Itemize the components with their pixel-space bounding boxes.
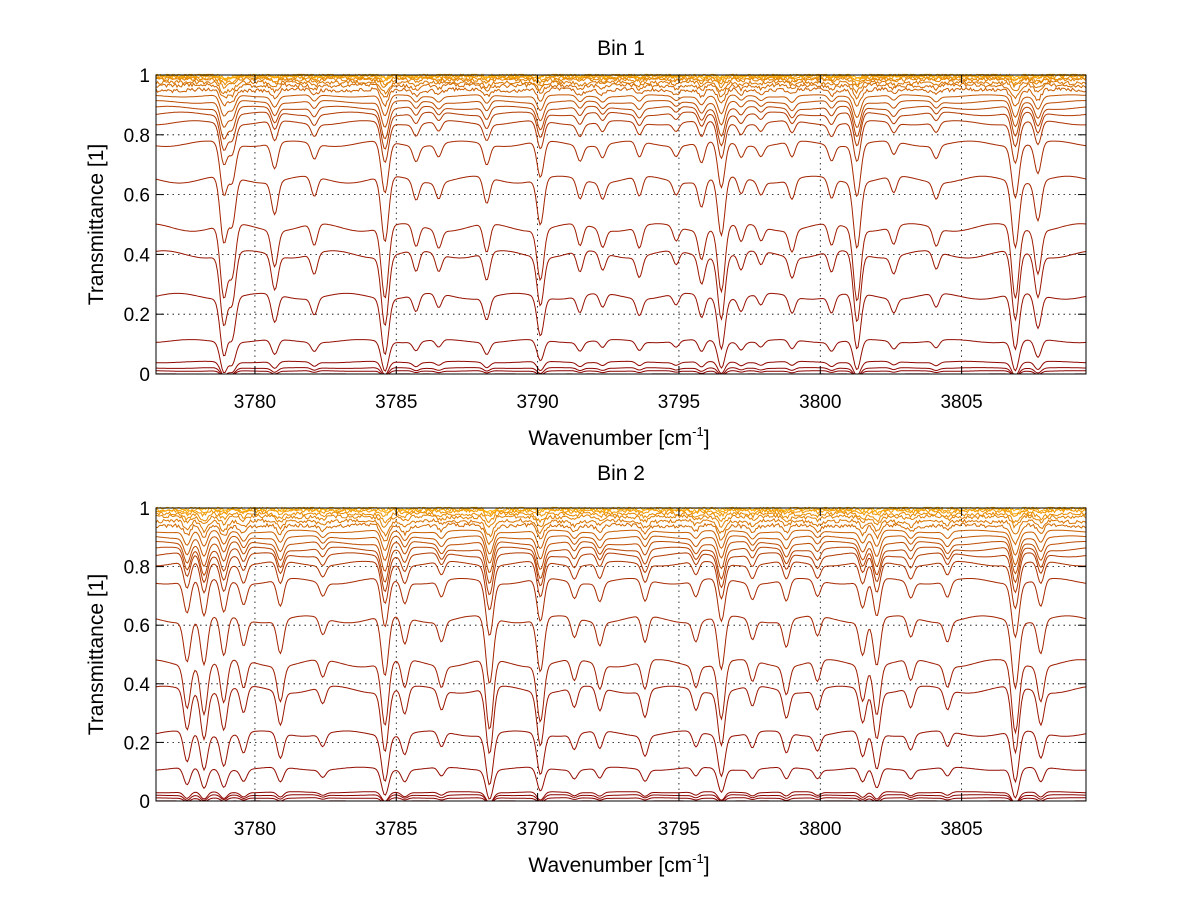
- x-tick-label: 3805: [940, 392, 982, 413]
- series-line-11: [156, 120, 1086, 166]
- series-line-23: [156, 506, 1086, 513]
- y-tick-label: 0.6: [124, 616, 150, 637]
- x-tick-label: 3790: [516, 819, 558, 840]
- series-line-16: [156, 86, 1086, 108]
- series-line-19: [156, 513, 1086, 529]
- x-axis-label: Wavenumber [cm-1]: [528, 851, 709, 877]
- series-line-4: [156, 791, 1086, 801]
- y-tick-label: 0.6: [124, 186, 150, 207]
- y-tick-label: 0.8: [124, 126, 150, 147]
- series-line-18: [156, 79, 1086, 95]
- series-line-2: [156, 797, 1086, 801]
- chart-2: 3780 3785 3790 3795 3800 3805 0 0.2 0.4 0.6 0.8 1 Bi…: [85, 462, 1087, 877]
- series-line-13: [156, 105, 1086, 140]
- series-line-10: [156, 578, 1086, 639]
- chart-title: Bin 1: [597, 37, 645, 60]
- x-tick-label: 3800: [799, 819, 841, 840]
- series-line-6: [156, 730, 1086, 786]
- series-line-16: [156, 529, 1086, 556]
- series-line-13: [156, 546, 1086, 584]
- series-line-17: [156, 82, 1086, 100]
- series-line-9: [156, 615, 1086, 690]
- y-tick-label: 0.8: [124, 558, 150, 579]
- series-line-12: [156, 111, 1086, 151]
- series-line-8: [156, 223, 1086, 302]
- y-tick-label: 0.4: [124, 675, 151, 696]
- y-tick-label: 0.2: [124, 733, 150, 754]
- series-line-14: [156, 541, 1086, 575]
- y-tick-label: 1: [139, 66, 150, 87]
- x-tick-label: 3785: [375, 819, 417, 840]
- y-axis-label: Transmittance [1]: [85, 144, 108, 305]
- series-line-10: [156, 140, 1086, 200]
- x-tick-label: 3780: [234, 392, 276, 413]
- x-tick-label: 3780: [234, 819, 276, 840]
- x-tick-label: 3795: [658, 819, 700, 840]
- series-line-20: [156, 75, 1086, 86]
- series-line-9: [156, 175, 1086, 250]
- x-tick-label: 3800: [799, 392, 841, 413]
- axes-frame: [155, 507, 1087, 802]
- series-line-5: [156, 339, 1086, 373]
- series-line-20: [156, 510, 1086, 524]
- series-line-7: [156, 250, 1086, 327]
- series-line-3: [156, 794, 1086, 801]
- series-line-18: [156, 517, 1086, 538]
- series-line-2: [156, 370, 1086, 374]
- y-axis-label: Transmittance [1]: [85, 574, 108, 735]
- y-tick-label: 0.4: [124, 245, 151, 266]
- x-tick-label: 3805: [940, 819, 982, 840]
- series-line-7: [156, 685, 1086, 755]
- chart-1: 3780 3785 3790 3795 3800 3805 0 0.2 0.4 0.6 0.8 1 Bi…: [85, 37, 1087, 450]
- x-tick-label: 3785: [375, 392, 417, 413]
- series-line-14: [156, 100, 1086, 128]
- series-line-3: [156, 367, 1086, 374]
- y-tick-label: 0: [139, 792, 150, 813]
- series-line-8: [156, 659, 1086, 735]
- series-line-15: [156, 94, 1086, 119]
- y-tick-label: 0.2: [124, 305, 150, 326]
- x-tick-label: 3795: [658, 392, 700, 413]
- series-line-11: [156, 560, 1086, 611]
- series-line-15: [156, 535, 1086, 566]
- series-line-17: [156, 522, 1086, 546]
- series-line-4: [156, 360, 1086, 374]
- y-tick-label: 0: [139, 365, 150, 386]
- series-group: [156, 506, 1086, 801]
- x-tick-label: 3790: [516, 392, 558, 413]
- series-line-12: [156, 552, 1086, 596]
- series-group: [156, 73, 1086, 374]
- series-line-6: [156, 292, 1086, 357]
- axes-frame: [155, 74, 1087, 375]
- y-tick-label: 1: [139, 499, 150, 520]
- x-axis-label: Wavenumber [cm-1]: [528, 424, 709, 450]
- series-line-5: [156, 766, 1086, 800]
- chart-title: Bin 2: [597, 462, 645, 485]
